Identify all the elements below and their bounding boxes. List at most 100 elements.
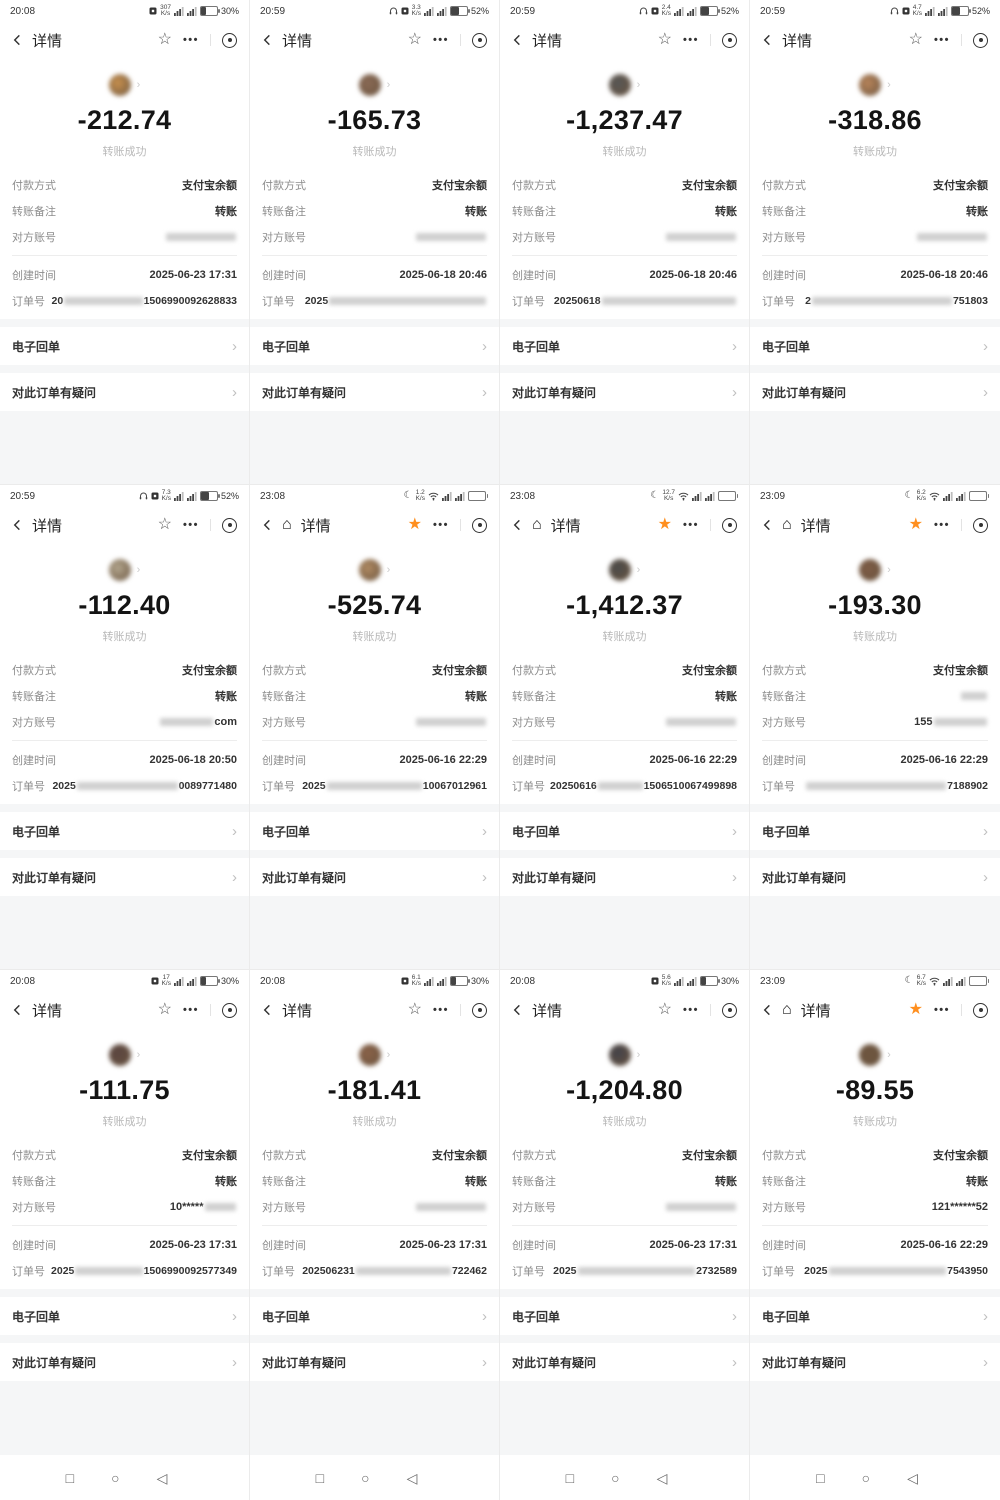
back-button[interactable]: ◁: [907, 1469, 918, 1486]
order-question-row[interactable]: 对此订单有疑问 ›: [0, 373, 249, 411]
e-receipt-row[interactable]: 电子回单 ›: [500, 1297, 749, 1335]
e-receipt-row[interactable]: 电子回单 ›: [750, 1297, 1000, 1335]
home-button[interactable]: ○: [111, 1469, 120, 1486]
payee-row[interactable]: ›: [250, 559, 499, 581]
target-circle-icon[interactable]: [722, 32, 737, 48]
home-icon[interactable]: ⌂: [532, 516, 542, 533]
target-circle-icon[interactable]: [472, 32, 487, 48]
favorite-star-icon[interactable]: ★: [657, 516, 672, 533]
order-question-row[interactable]: 对此订单有疑问 ›: [250, 858, 499, 896]
more-icon[interactable]: •••: [432, 1004, 449, 1016]
order-question-row[interactable]: 对此订单有疑问 ›: [0, 858, 249, 896]
target-circle-icon[interactable]: [222, 517, 237, 533]
target-circle-icon[interactable]: [222, 32, 237, 48]
order-question-row[interactable]: 对此订单有疑问 ›: [750, 858, 1000, 896]
e-receipt-row[interactable]: 电子回单 ›: [250, 1297, 499, 1335]
home-icon[interactable]: ⌂: [282, 516, 292, 533]
payee-row[interactable]: ›: [500, 559, 749, 581]
recents-button[interactable]: □: [65, 1469, 75, 1486]
back-icon[interactable]: [762, 1004, 773, 1016]
payee-row[interactable]: ›: [750, 1044, 1000, 1066]
back-button[interactable]: ◁: [656, 1469, 668, 1486]
avatar[interactable]: [108, 1044, 131, 1066]
favorite-star-icon[interactable]: ★: [908, 1001, 923, 1018]
back-icon[interactable]: [12, 34, 23, 46]
payee-row[interactable]: ›: [0, 74, 249, 96]
more-icon[interactable]: •••: [182, 1004, 199, 1016]
more-icon[interactable]: •••: [933, 519, 950, 531]
order-question-row[interactable]: 对此订单有疑问 ›: [500, 373, 749, 411]
target-circle-icon[interactable]: [472, 517, 487, 533]
avatar[interactable]: [859, 1044, 882, 1066]
recents-button[interactable]: □: [315, 1469, 325, 1486]
order-question-row[interactable]: 对此订单有疑问 ›: [250, 1343, 499, 1381]
order-question-row[interactable]: 对此订单有疑问 ›: [500, 1343, 749, 1381]
order-question-row[interactable]: 对此订单有疑问 ›: [0, 1343, 249, 1381]
e-receipt-row[interactable]: 电子回单 ›: [0, 327, 249, 365]
more-icon[interactable]: •••: [432, 34, 449, 46]
e-receipt-row[interactable]: 电子回单 ›: [750, 812, 1000, 850]
payee-row[interactable]: ›: [0, 1044, 249, 1066]
back-icon[interactable]: [262, 519, 273, 531]
back-icon[interactable]: [12, 1004, 23, 1016]
order-question-row[interactable]: 对此订单有疑问 ›: [750, 1343, 1000, 1381]
back-icon[interactable]: [762, 519, 773, 531]
favorite-star-icon[interactable]: ☆: [157, 31, 172, 48]
more-icon[interactable]: •••: [933, 34, 950, 46]
avatar[interactable]: [859, 74, 882, 96]
more-icon[interactable]: •••: [182, 34, 199, 46]
favorite-star-icon[interactable]: ☆: [908, 31, 923, 48]
target-circle-icon[interactable]: [722, 517, 737, 533]
favorite-star-icon[interactable]: ☆: [657, 1001, 672, 1018]
back-icon[interactable]: [512, 34, 523, 46]
favorite-star-icon[interactable]: ★: [908, 516, 923, 533]
recents-button[interactable]: □: [565, 1469, 575, 1486]
favorite-star-icon[interactable]: ☆: [157, 516, 172, 533]
e-receipt-row[interactable]: 电子回单 ›: [0, 1297, 249, 1335]
recents-button[interactable]: □: [816, 1469, 825, 1486]
target-circle-icon[interactable]: [472, 1002, 487, 1018]
back-icon[interactable]: [12, 519, 23, 531]
payee-row[interactable]: ›: [500, 1044, 749, 1066]
avatar[interactable]: [358, 74, 381, 96]
order-question-row[interactable]: 对此订单有疑问 ›: [250, 373, 499, 411]
payee-row[interactable]: ›: [500, 74, 749, 96]
back-button[interactable]: ◁: [156, 1469, 168, 1486]
payee-row[interactable]: ›: [750, 559, 1000, 581]
more-icon[interactable]: •••: [182, 519, 199, 531]
more-icon[interactable]: •••: [682, 1004, 699, 1016]
favorite-star-icon[interactable]: ☆: [407, 31, 422, 48]
home-icon[interactable]: ⌂: [782, 516, 792, 533]
back-icon[interactable]: [262, 1004, 273, 1016]
target-circle-icon[interactable]: [973, 1002, 988, 1018]
more-icon[interactable]: •••: [682, 34, 699, 46]
home-icon[interactable]: ⌂: [782, 1001, 792, 1018]
payee-row[interactable]: ›: [750, 74, 1000, 96]
order-question-row[interactable]: 对此订单有疑问 ›: [750, 373, 1000, 411]
e-receipt-row[interactable]: 电子回单 ›: [250, 812, 499, 850]
target-circle-icon[interactable]: [722, 1002, 737, 1018]
back-icon[interactable]: [512, 1004, 523, 1016]
avatar[interactable]: [108, 74, 131, 96]
avatar[interactable]: [608, 1044, 631, 1066]
e-receipt-row[interactable]: 电子回单 ›: [250, 327, 499, 365]
avatar[interactable]: [358, 1044, 381, 1066]
payee-row[interactable]: ›: [250, 1044, 499, 1066]
back-icon[interactable]: [512, 519, 523, 531]
payee-row[interactable]: ›: [0, 559, 249, 581]
e-receipt-row[interactable]: 电子回单 ›: [500, 327, 749, 365]
back-button[interactable]: ◁: [406, 1469, 418, 1486]
favorite-star-icon[interactable]: ☆: [657, 31, 672, 48]
target-circle-icon[interactable]: [973, 517, 988, 533]
favorite-star-icon[interactable]: ★: [407, 516, 422, 533]
back-icon[interactable]: [762, 34, 773, 46]
target-circle-icon[interactable]: [222, 1002, 237, 1018]
order-question-row[interactable]: 对此订单有疑问 ›: [500, 858, 749, 896]
back-icon[interactable]: [262, 34, 273, 46]
avatar[interactable]: [608, 74, 631, 96]
e-receipt-row[interactable]: 电子回单 ›: [0, 812, 249, 850]
e-receipt-row[interactable]: 电子回单 ›: [750, 327, 1000, 365]
home-button[interactable]: ○: [361, 1469, 370, 1486]
favorite-star-icon[interactable]: ☆: [407, 1001, 422, 1018]
more-icon[interactable]: •••: [933, 1004, 950, 1016]
